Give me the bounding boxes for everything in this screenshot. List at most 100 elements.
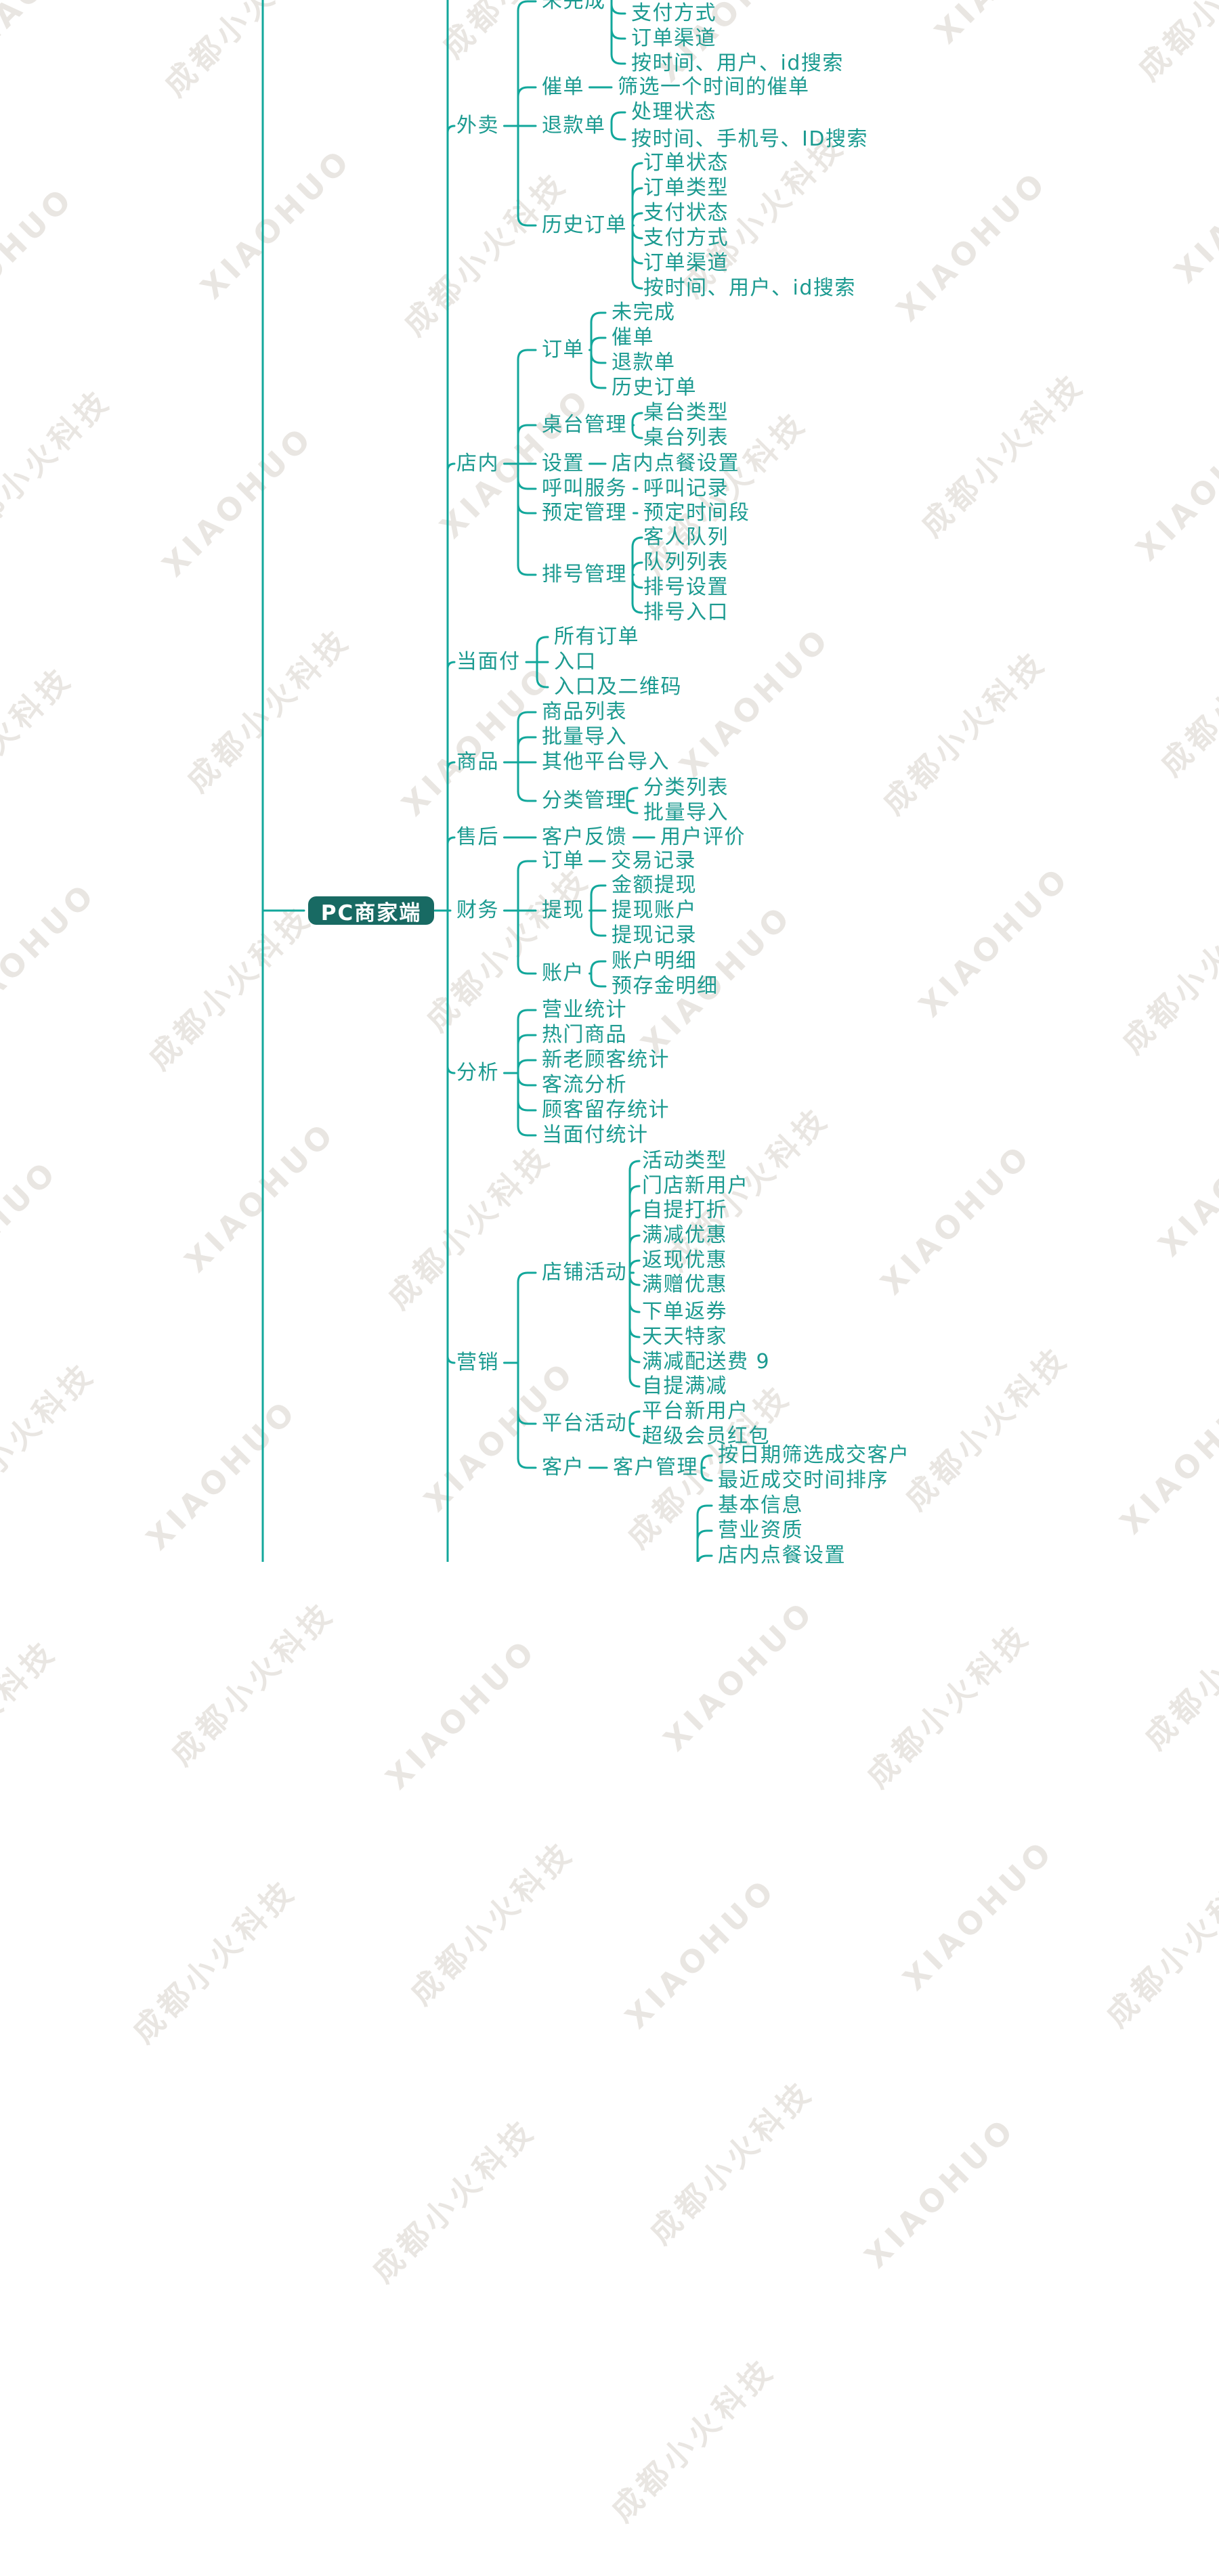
mindmap-node[interactable]: 财务 (456, 898, 499, 922)
mindmap-node[interactable]: 订单渠道 (643, 251, 729, 275)
mindmap-node[interactable]: 客户反馈 (542, 825, 627, 849)
connector-line (536, 636, 549, 648)
mindmap-node[interactable]: 批量导入 (542, 725, 627, 749)
root-node[interactable]: PC商家端 (308, 896, 434, 925)
mindmap-node[interactable]: 桌台列表 (643, 426, 729, 450)
mindmap-node[interactable]: 商品列表 (542, 700, 627, 724)
mindmap-node[interactable]: 队列列表 (643, 550, 729, 574)
mindmap-node[interactable]: 分类列表 (643, 776, 729, 800)
mindmap-node[interactable]: 满减配送费 9 (642, 1350, 771, 1374)
mindmap-node[interactable]: 商品 (456, 750, 499, 774)
mindmap-node[interactable]: 客户管理 (613, 1456, 698, 1479)
connector-line (631, 253, 643, 265)
mindmap-node[interactable]: 店内点餐设置 (612, 452, 740, 475)
mindmap-node[interactable]: 热门商品 (542, 1023, 627, 1047)
mindmap-node[interactable]: 排号管理 (542, 563, 627, 586)
mindmap-node[interactable]: 顾客留存统计 (542, 1098, 670, 1122)
mindmap-node[interactable]: 退款单 (612, 351, 676, 374)
mindmap-node[interactable]: 金额提现 (612, 873, 697, 897)
mindmap-node[interactable]: 满减优惠 (642, 1223, 727, 1247)
mindmap-node[interactable]: 预定时间段 (643, 501, 750, 525)
mindmap-node[interactable]: 订单状态 (643, 151, 729, 175)
mindmap-node[interactable]: 订单 (542, 338, 584, 362)
mindmap-node[interactable]: 呼叫记录 (643, 477, 729, 500)
mindmap-node[interactable]: 设置 (542, 452, 584, 475)
mindmap-node[interactable]: 排号入口 (643, 601, 729, 624)
mindmap-node[interactable]: 店内点餐设置 (718, 1544, 846, 1567)
mindmap-node[interactable]: 催单 (612, 326, 654, 349)
mindmap-node[interactable]: 订单 (542, 849, 584, 873)
mindmap-node[interactable]: 桌台管理 (542, 413, 627, 437)
mindmap-node[interactable]: 满赠优惠 (642, 1273, 727, 1296)
mindmap-node[interactable]: 退款单 (542, 114, 606, 137)
mindmap-node[interactable]: 提现账户 (612, 898, 697, 922)
mindmap-node[interactable]: 平台新用户 (642, 1399, 749, 1423)
mindmap-node[interactable]: 账户 (542, 961, 584, 985)
mindmap-node[interactable]: 支付方式 (643, 226, 729, 250)
mindmap-node[interactable]: 入口 (554, 650, 597, 674)
mindmap-node[interactable]: 下单返券 (642, 1300, 727, 1324)
mindmap-node[interactable]: 客人队列 (643, 525, 729, 549)
mindmap-node[interactable]: 售后 (456, 825, 499, 849)
mindmap-node[interactable]: 预存金明细 (612, 974, 719, 998)
connector-line (696, 1504, 713, 1516)
mindmap-node[interactable]: 支付状态 (643, 201, 729, 225)
connector-line (626, 787, 639, 799)
mindmap-node[interactable]: 活动类型 (642, 1149, 727, 1173)
mindmap-node[interactable]: 排号设置 (643, 575, 729, 599)
connector-line (631, 427, 643, 439)
mindmap-node[interactable]: 筛选一个时间的催单 (618, 75, 810, 99)
mindmap-node[interactable]: 新老顾客统计 (542, 1048, 670, 1072)
mindmap-node[interactable]: 历史订单 (612, 376, 697, 399)
mindmap-node[interactable]: 营销 (456, 1351, 499, 1374)
mindmap-node[interactable]: 当面付 (456, 650, 521, 674)
mindmap-node[interactable]: 当面付统计 (542, 1123, 649, 1147)
mindmap-node[interactable]: 天天特家 (642, 1325, 727, 1349)
connector-line (628, 1301, 641, 1313)
mindmap-node[interactable]: 店内 (456, 452, 499, 475)
mindmap-node[interactable]: 店铺活动 (542, 1261, 627, 1284)
mindmap-node[interactable]: 交易记录 (611, 849, 696, 873)
mindmap-node[interactable]: 按时间、用户、id搜索 (631, 51, 844, 75)
mindmap-node[interactable]: 用户评价 (660, 825, 746, 849)
mindmap-node[interactable]: 外卖 (456, 114, 499, 137)
mindmap-node[interactable]: 呼叫服务 (542, 477, 627, 500)
mindmap-node[interactable]: 催单 (542, 75, 584, 99)
mindmap-node[interactable]: 预定管理 (542, 501, 627, 525)
mindmap-node[interactable]: 入口及二维码 (554, 675, 682, 699)
mindmap-node[interactable]: 订单渠道 (631, 26, 717, 50)
mindmap-node[interactable]: 客户 (542, 1456, 584, 1479)
mindmap-node[interactable]: 按日期筛选成交客户 (718, 1443, 910, 1467)
mindmap-node[interactable]: 桌台类型 (643, 401, 729, 424)
mindmap-node[interactable]: 账户明细 (612, 949, 697, 973)
mindmap-node[interactable]: 自提满减 (642, 1374, 727, 1398)
mindmap-node[interactable]: 未完成 (612, 301, 676, 324)
mindmap-node[interactable]: 订单类型 (643, 176, 729, 200)
mindmap-node[interactable]: 未完成 (542, 0, 606, 13)
mindmap-node[interactable]: 历史订单 (542, 213, 627, 237)
mindmap-node[interactable]: 超级会员红包 (642, 1424, 770, 1448)
mindmap-node[interactable]: 提现 (542, 898, 584, 922)
mindmap-node[interactable]: 最近成交时间排序 (718, 1468, 889, 1492)
mindmap-node[interactable]: 其他平台导入 (542, 750, 670, 774)
mindmap-node[interactable]: 平台活动 (542, 1412, 627, 1435)
mindmap-node[interactable]: 处理状态 (631, 100, 717, 124)
connector-line (517, 963, 537, 975)
mindmap-node[interactable]: 营业资质 (718, 1519, 803, 1542)
mindmap-node[interactable]: 返现优惠 (642, 1248, 727, 1272)
mindmap-node[interactable]: 基本信息 (718, 1493, 803, 1517)
mindmap-node[interactable]: 分析 (456, 1061, 499, 1085)
mindmap-node[interactable]: 批量导入 (643, 801, 729, 825)
mindmap-node[interactable]: 提现记录 (612, 923, 697, 947)
mindmap-node[interactable]: 按时间、用户、id搜索 (643, 276, 856, 300)
mindmap-node[interactable]: 支付方式 (631, 1, 717, 25)
mindmap-node[interactable]: 按时间、手机号、ID搜索 (631, 127, 868, 151)
connector-line (590, 976, 607, 988)
mindmap-node[interactable]: 所有订单 (554, 625, 639, 649)
mindmap-node[interactable]: 客流分析 (542, 1073, 627, 1097)
mindmap-node[interactable]: 营业统计 (542, 998, 627, 1022)
mindmap-node[interactable]: 自提打折 (642, 1198, 727, 1222)
mindmap-node[interactable]: 门店新用户 (642, 1174, 749, 1198)
mindmap-node[interactable]: 分类管理 (542, 789, 627, 812)
connector-line (517, 1034, 537, 1046)
